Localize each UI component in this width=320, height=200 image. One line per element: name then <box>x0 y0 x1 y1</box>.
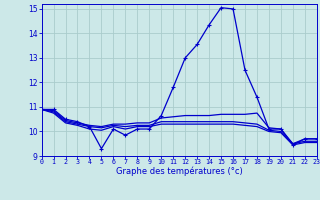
X-axis label: Graphe des températures (°c): Graphe des températures (°c) <box>116 167 243 176</box>
